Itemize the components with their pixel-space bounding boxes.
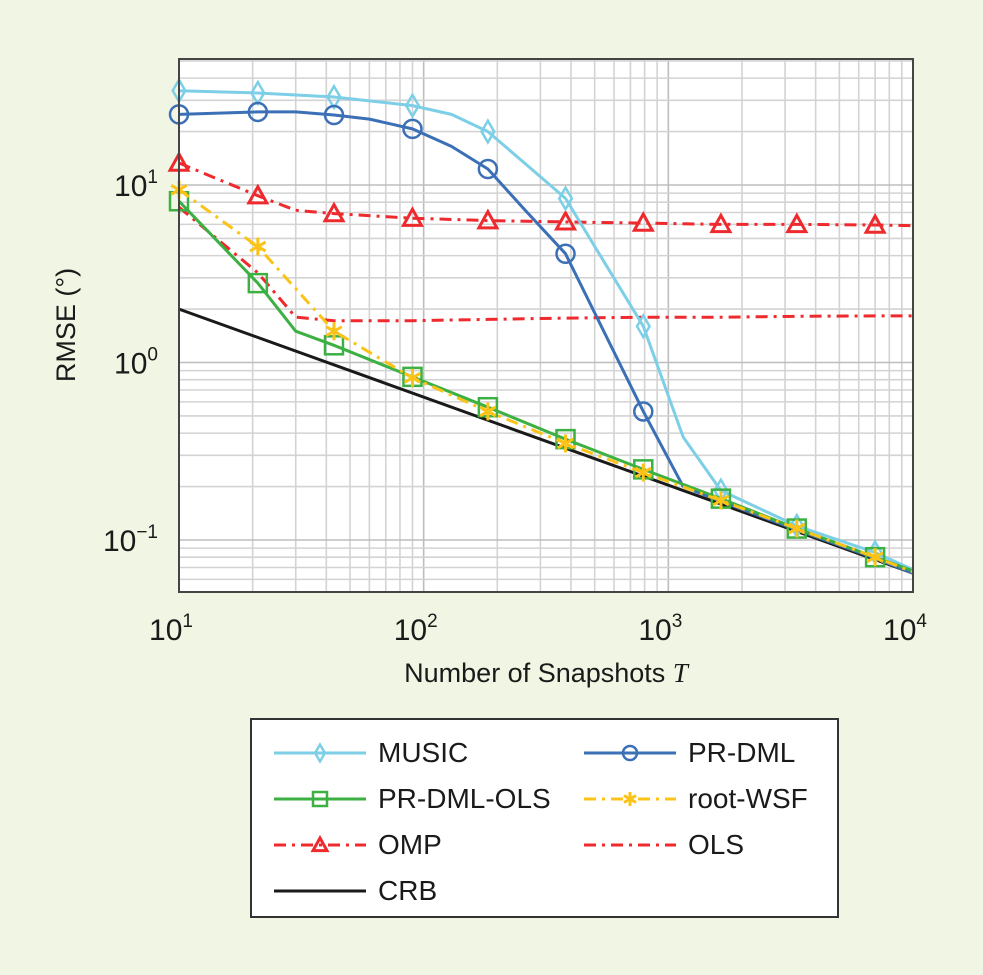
marker-asterisk (623, 792, 637, 806)
marker-asterisk (866, 548, 884, 567)
marker-triangle (476, 208, 500, 230)
marker-triangle (553, 209, 578, 231)
series-line-omp (178, 161, 914, 228)
legend-item-music: MUSIC (272, 733, 468, 773)
marker-circle (633, 401, 654, 422)
marker-asterisk (325, 322, 343, 341)
legend-swatch-crb (274, 889, 366, 893)
x-tick-label: 101 (149, 611, 193, 647)
series-line-music (178, 89, 914, 572)
marker-diamond (480, 118, 496, 145)
x-tick-labels: 101 102 103 104 (149, 611, 927, 647)
marker-diamond (326, 83, 342, 111)
legend-swatch-music (274, 742, 366, 764)
asterisk-stroke (403, 371, 422, 384)
series-music (171, 77, 914, 572)
series-ols (178, 206, 913, 323)
asterisk-stroke (712, 494, 730, 507)
asterisk-stroke (325, 325, 343, 338)
x-tick-label: 102 (394, 611, 438, 647)
plot-frame (178, 58, 914, 593)
asterisk-stroke (788, 522, 806, 535)
marker-diamond (557, 185, 574, 212)
y-tick-label: 10−1 (103, 522, 158, 558)
marker-diamond (313, 742, 327, 764)
marker-circle (247, 101, 269, 123)
asterisk-stroke (556, 437, 575, 450)
grid (179, 59, 913, 592)
marker-triangle (310, 834, 330, 853)
legend-swatch-omp (274, 834, 366, 853)
legend-item-pr-dml-ols: PR-DML-OLS (272, 779, 551, 819)
legend-label: OMP (378, 829, 442, 860)
legend-label: CRB (378, 875, 438, 906)
x-tick-label: 104 (883, 611, 927, 647)
legend-swatch-pr-dml-ols (274, 790, 366, 808)
legend-item-omp: OMP (272, 825, 442, 865)
marker-asterisk (788, 519, 806, 538)
y-tick-label: 100 (114, 345, 158, 381)
legend-item-pr-dml: PR-DML (582, 733, 795, 773)
legend-item-crb: CRB (272, 871, 437, 911)
y-tick-labels: 101 100 10−1 (103, 167, 158, 558)
marker-circle (555, 243, 576, 264)
legend-label: PR-DML-OLS (378, 783, 551, 814)
marker-circle (402, 118, 423, 140)
legend-label: root-WSF (688, 783, 808, 814)
legend-item-root-wsf: root-WSF (582, 779, 808, 819)
legend-label: PR-DML (688, 737, 796, 768)
x-tick-label: 103 (638, 611, 682, 647)
plot-area (179, 59, 913, 592)
marker-diamond (404, 92, 421, 119)
marker-asterisk (634, 463, 652, 482)
chart: 101 102 103 104 101 100 10−1 Number of Snapsh… (51, 58, 927, 688)
series-line-ols (178, 206, 913, 323)
marker-asterisk (712, 491, 730, 510)
marker-asterisk (249, 237, 267, 256)
marker-asterisk (403, 368, 422, 387)
marker-triangle (246, 183, 270, 205)
legend-label: OLS (688, 829, 745, 860)
marker-square (247, 272, 269, 294)
marker-asterisk (479, 402, 497, 421)
marker-triangle (322, 201, 346, 223)
marker-square (311, 790, 329, 808)
x-axis-label: Number of Snapshots T (404, 658, 690, 688)
legend-label: MUSIC (378, 737, 469, 768)
marker-diamond (635, 312, 652, 340)
marker-triangle (863, 212, 887, 234)
marker-triangle (631, 211, 655, 232)
legend-item-ols: OLS (582, 825, 744, 865)
marker-triangle (400, 206, 425, 227)
y-tick-label: 101 (114, 167, 158, 203)
asterisk-stroke (866, 551, 884, 564)
marker-circle (477, 158, 499, 180)
asterisk-stroke (623, 794, 637, 804)
legend-swatch-root-wsf (584, 792, 676, 806)
marker-triangle (785, 212, 809, 234)
legend: MUSIC PR-DML PR-DML-OLS root-WSF OMP OLS… (250, 718, 839, 918)
marker-circle (621, 744, 639, 762)
series-layer (167, 77, 914, 575)
marker-triangle (709, 212, 733, 234)
series-omp (167, 150, 914, 234)
y-axis-label: RMSE (°) (51, 268, 81, 382)
legend-swatch-pr-dml (584, 744, 676, 762)
asterisk-stroke (634, 466, 652, 479)
marker-circle (323, 104, 345, 126)
asterisk-stroke (479, 405, 497, 418)
asterisk-stroke (249, 240, 267, 253)
marker-asterisk (556, 434, 575, 453)
legend-swatch-ols (584, 843, 676, 847)
